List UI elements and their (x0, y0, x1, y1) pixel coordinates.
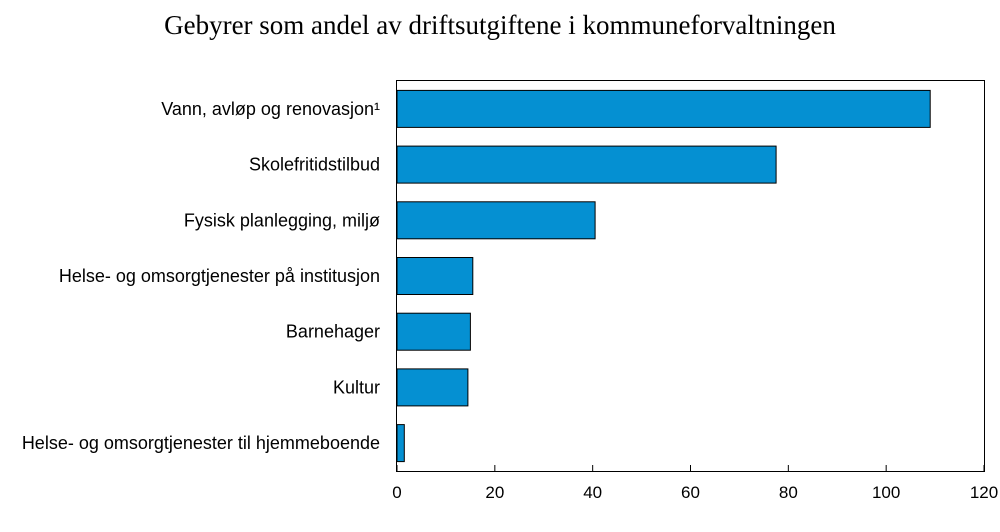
bar-0 (396, 89, 931, 128)
x-tick-label-4: 80 (779, 483, 798, 502)
category-labels: Vann, avløp og renovasjon¹ Skolefritidsti… (22, 99, 380, 453)
category-label-3: Helse- og omsorgtjenester på institusjon (59, 266, 380, 286)
bar-2 (396, 201, 596, 240)
x-tick-label-3: 60 (681, 483, 700, 502)
category-label-6: Helse- og omsorgtjenester til hjemmeboen… (22, 433, 380, 453)
bar-4 (396, 312, 471, 351)
category-label-2: Fysisk planlegging, miljø (184, 210, 380, 230)
x-tick-label-5: 100 (872, 483, 900, 502)
category-label-4: Barnehager (286, 322, 380, 342)
plot-frame (396, 80, 985, 472)
x-axis-ticks: 0 20 40 60 80 100 120 (392, 465, 998, 502)
bar-5 (396, 368, 469, 407)
category-label-1: Skolefritidstilbud (249, 155, 380, 175)
x-tick-label-0: 0 (392, 483, 401, 502)
category-label-0: Vann, avløp og renovasjon¹ (161, 99, 380, 119)
bar-1 (396, 145, 777, 184)
bars-group (396, 89, 931, 463)
x-tick-label-2: 40 (583, 483, 602, 502)
category-label-5: Kultur (333, 377, 380, 397)
bar-3 (396, 257, 474, 295)
x-tick-label-1: 20 (485, 483, 504, 502)
chart-title: Gebyrer som andel av driftsutgiftene i k… (164, 10, 836, 40)
bar-6 (396, 424, 405, 463)
x-tick-label-6: 120 (970, 483, 998, 502)
